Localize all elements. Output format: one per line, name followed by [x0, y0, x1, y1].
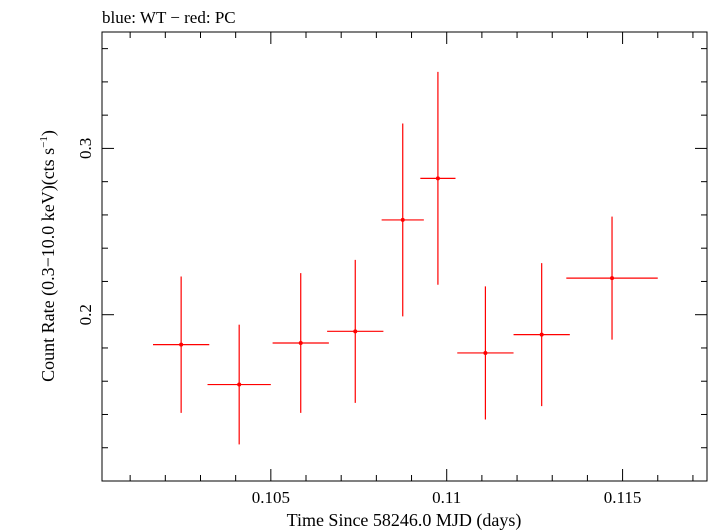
chart-title: blue: WT − red: PC [102, 8, 236, 27]
plot-frame [101, 31, 708, 482]
data-point [457, 286, 514, 420]
data-point [327, 259, 384, 403]
series-pc-red [153, 71, 658, 445]
data-point [513, 263, 570, 407]
data-point [272, 273, 329, 413]
x-axis-tick-labels: 0.105 0.11 0.115 [252, 488, 642, 507]
y-axis-label-main: Count Rate (0.3−10.0 keV)(cts s [38, 148, 59, 382]
data-point [381, 123, 424, 317]
y-tick-label: 0.2 [76, 304, 95, 325]
y-axis-tick-labels: 0.2 0.3 [76, 138, 95, 326]
data-point [420, 71, 456, 285]
data-point [207, 324, 271, 445]
y-tick-label: 0.3 [76, 138, 95, 159]
data-marker [353, 329, 358, 334]
data-marker [539, 332, 544, 337]
y-axis-label-end: ) [38, 130, 59, 136]
y-axis-label-exponent: −1 [38, 136, 50, 148]
x-tick-label: 0.11 [432, 488, 461, 507]
x-axis-ticks [129, 32, 694, 481]
data-point [153, 276, 210, 413]
x-axis-label: Time Since 58246.0 MJD (days) [287, 510, 522, 531]
y-axis-label: Count Rate (0.3−10.0 keV)(cts s−1) [38, 130, 59, 382]
data-marker [298, 340, 303, 345]
data-marker [483, 350, 488, 355]
y-axis-ticks [102, 48, 707, 449]
x-tick-label: 0.105 [252, 488, 290, 507]
data-marker [610, 276, 615, 281]
data-marker [435, 176, 440, 181]
data-marker [179, 342, 184, 347]
data-point [566, 216, 658, 340]
x-tick-label: 0.115 [604, 488, 642, 507]
data-marker [237, 382, 242, 387]
data-marker [400, 217, 405, 222]
